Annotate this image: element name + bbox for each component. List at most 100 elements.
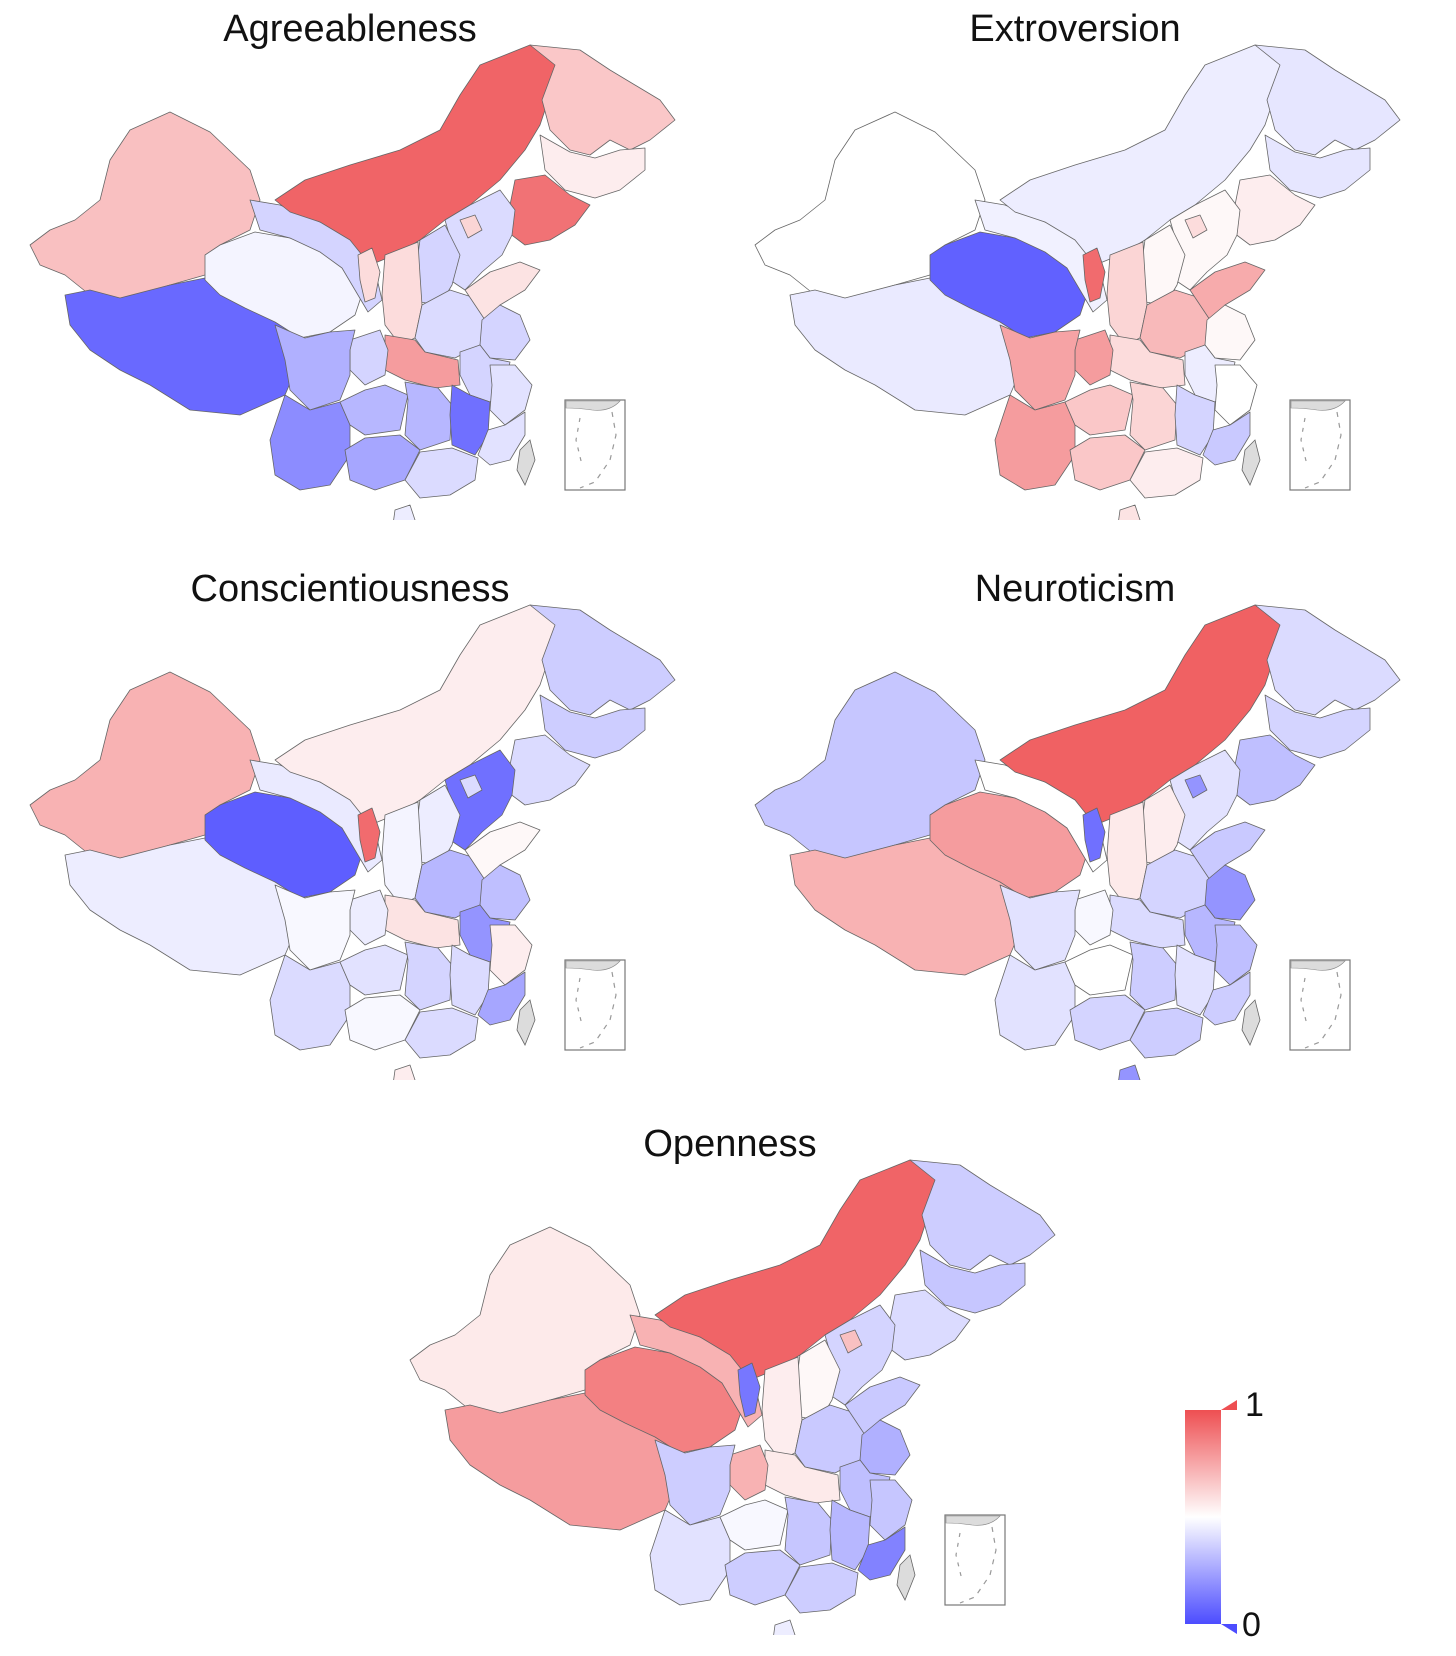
province-guangdong xyxy=(404,1007,479,1059)
inset-dashed-line xyxy=(1300,417,1308,466)
province-jiangxi xyxy=(449,384,491,456)
province-hunan xyxy=(404,941,453,1011)
province-guangxi xyxy=(344,434,421,491)
province-guangxi xyxy=(344,994,421,1051)
province-yunnan xyxy=(649,1509,731,1606)
panel-title: Extroversion xyxy=(969,8,1181,50)
province-yunnan xyxy=(994,954,1076,1051)
province-chongqing xyxy=(1074,329,1114,386)
province-zhejiang xyxy=(489,924,533,986)
province-hubei xyxy=(1109,334,1186,389)
province-ningxia xyxy=(357,807,381,863)
south-china-sea-inset xyxy=(564,959,626,1051)
province-hainan xyxy=(1118,504,1141,520)
province-zhejiang xyxy=(869,1479,913,1541)
province-sichuan xyxy=(274,324,356,411)
choropleth-map xyxy=(29,604,676,1080)
province-beijing xyxy=(1184,214,1208,239)
province-guangdong xyxy=(1129,447,1204,499)
inset-dashed-line xyxy=(955,1532,963,1581)
province-jilin xyxy=(1264,694,1371,759)
inset-frame xyxy=(944,1514,1006,1606)
province-sichuan xyxy=(999,324,1081,411)
panel-openness: Openness xyxy=(400,1115,1060,1635)
inset-landmass xyxy=(1290,400,1346,411)
province-beijing xyxy=(839,1329,863,1354)
province-beijing xyxy=(459,214,483,239)
province-shaanxi xyxy=(1106,241,1148,346)
region-taiwan xyxy=(1241,999,1261,1046)
province-hunan xyxy=(1129,381,1178,451)
province-jiangxi xyxy=(449,944,491,1016)
province-hainan xyxy=(1118,1064,1141,1080)
region-taiwan xyxy=(1241,439,1261,486)
panel-conscientiousness: Conscientiousness xyxy=(20,560,680,1080)
color-bar-max-arrow xyxy=(1221,1400,1237,1410)
south-china-sea-inset xyxy=(1289,959,1351,1051)
choropleth-map xyxy=(754,604,1401,1080)
province-guangxi xyxy=(1069,994,1146,1051)
inset-frame xyxy=(1289,399,1351,491)
panel-title: Openness xyxy=(643,1123,817,1165)
inset-dashed-line xyxy=(1304,971,1342,1049)
province-hunan xyxy=(1129,941,1178,1011)
province-inner-mongolia xyxy=(999,44,1286,266)
province-chongqing xyxy=(349,329,389,386)
province-fujian xyxy=(857,1526,906,1581)
province-jiangxi xyxy=(1174,944,1216,1016)
province-fujian xyxy=(477,971,526,1026)
province-qinghai xyxy=(929,791,1091,899)
panel-title: Neuroticism xyxy=(974,568,1176,610)
province-shaanxi xyxy=(381,241,423,346)
inset-landmass xyxy=(1290,960,1346,971)
panel-agreeableness: Agreeableness xyxy=(20,0,680,520)
province-sichuan xyxy=(274,884,356,971)
south-china-sea-inset xyxy=(564,399,626,491)
province-inner-mongolia xyxy=(999,604,1286,826)
inset-frame xyxy=(1289,959,1351,1051)
province-chongqing xyxy=(729,1444,769,1501)
province-fujian xyxy=(1202,411,1251,466)
province-hunan xyxy=(784,1496,833,1566)
province-shaanxi xyxy=(761,1356,803,1461)
panel-title: Conscientiousness xyxy=(190,568,510,610)
province-hubei xyxy=(764,1449,841,1504)
inset-frame xyxy=(564,399,626,491)
province-fujian xyxy=(477,411,526,466)
region-taiwan xyxy=(516,999,536,1046)
choropleth-map xyxy=(29,44,676,520)
province-shaanxi xyxy=(1106,801,1148,906)
province-guizhou xyxy=(339,944,409,996)
province-guizhou xyxy=(719,1499,789,1551)
province-zhejiang xyxy=(1214,924,1258,986)
province-qinghai xyxy=(929,231,1091,339)
province-jilin xyxy=(1264,134,1371,199)
inset-dashed-line xyxy=(575,977,583,1026)
region-taiwan xyxy=(896,1554,916,1601)
province-beijing xyxy=(1184,774,1208,799)
province-jilin xyxy=(539,694,646,759)
province-ningxia xyxy=(1082,247,1106,303)
province-guangdong xyxy=(784,1562,859,1614)
inset-frame xyxy=(564,959,626,1051)
inset-landmass xyxy=(565,400,621,411)
color-scale-legend: 1 0 xyxy=(1180,1386,1300,1644)
province-yunnan xyxy=(994,394,1076,491)
panel-title: Agreeableness xyxy=(223,8,477,50)
province-qinghai xyxy=(204,791,366,899)
province-zhejiang xyxy=(1214,364,1258,426)
province-heilongjiang xyxy=(1254,44,1401,156)
legend-max-label: 1 xyxy=(1245,1386,1264,1424)
province-inner-mongolia xyxy=(274,604,561,826)
province-hubei xyxy=(1109,894,1186,949)
south-china-sea-inset xyxy=(1289,399,1351,491)
province-jiangxi xyxy=(1174,384,1216,456)
panel-neuroticism: Neuroticism xyxy=(745,560,1405,1080)
color-bar xyxy=(1185,1400,1237,1634)
inset-dashed-line xyxy=(579,971,617,1049)
province-ningxia xyxy=(737,1362,761,1418)
legend-min-label: 0 xyxy=(1242,1606,1261,1644)
province-sichuan xyxy=(999,884,1081,971)
province-yunnan xyxy=(269,394,351,491)
province-guizhou xyxy=(1064,384,1134,436)
